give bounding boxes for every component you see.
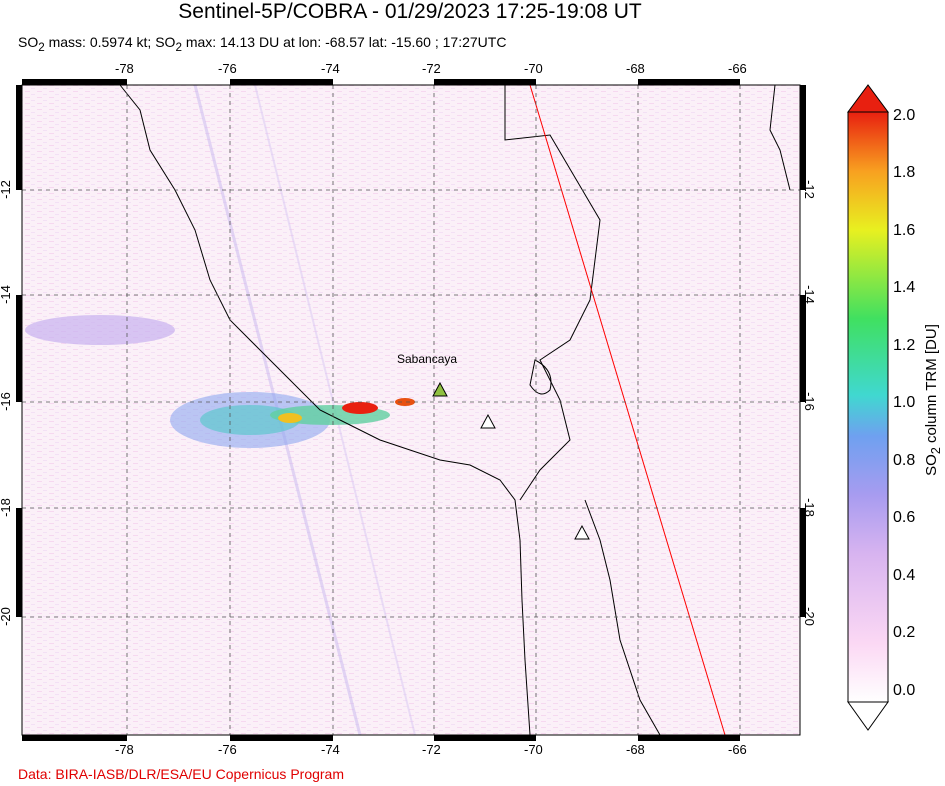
colorbar-gradient (847, 111, 889, 703)
volcano-icon (574, 524, 590, 540)
lon-tick: -78 (115, 742, 134, 757)
lat-tick: -16 (801, 392, 817, 411)
lat-tick: -14 (0, 285, 13, 304)
lon-tick: -68 (626, 61, 645, 76)
volcano-label: Sabancaya (397, 352, 458, 366)
sabancaya-volcano-icon (432, 381, 448, 397)
lat-tick: -18 (801, 498, 817, 517)
colorbar-label: 0.4 (893, 567, 916, 584)
map-subtitle: SO2 mass: 0.5974 kt; SO2 max: 14.13 DU a… (18, 34, 506, 54)
subscript: 2 (929, 447, 943, 455)
lon-tick: -66 (728, 61, 747, 76)
colorbar-label: 2.0 (893, 107, 916, 124)
colorbar-label: 1.6 (893, 222, 916, 239)
colorbar-title: SO2 column TRM [DU] (923, 324, 944, 476)
mass-text: mass: 0.5974 kt; SO (44, 34, 176, 50)
so2-text: SO (923, 454, 940, 476)
lon-tick: -70 (524, 742, 543, 757)
subscript: 2 (175, 40, 182, 54)
graticule (22, 85, 800, 735)
colorbar-label: 0.6 (893, 509, 916, 526)
colorbar-label: 1.8 (893, 164, 916, 181)
lat-tick: -16 (0, 392, 13, 411)
colorbar-max-arrow (847, 84, 889, 113)
volcano-icon (480, 413, 496, 429)
lon-tick: -68 (626, 742, 645, 757)
lon-tick: -72 (422, 742, 441, 757)
lat-tick: -20 (0, 607, 13, 626)
lon-tick: -74 (321, 742, 340, 757)
lat-tick: -18 (0, 498, 13, 517)
colorbar-label: 1.2 (893, 337, 916, 354)
colorbar-min-arrow (847, 701, 889, 731)
border-line (504, 85, 601, 501)
coastline (119, 84, 791, 736)
subscript: 2 (38, 40, 45, 54)
lat-tick: -12 (0, 180, 13, 199)
lon-tick: -72 (422, 61, 441, 76)
lon-tick: -70 (524, 61, 543, 76)
lon-tick: -76 (218, 61, 237, 76)
colorbar-label: 1.0 (893, 394, 916, 411)
max-text: max: 14.13 DU at lon: -68.57 lat: -15.60… (181, 34, 507, 50)
so2-text: SO (18, 34, 39, 50)
colorbar-label: 0.0 (893, 682, 916, 699)
lat-tick: -12 (801, 180, 817, 199)
swath-edge-line (529, 84, 726, 736)
lon-tick: -74 (321, 61, 340, 76)
map-title: Sentinel-5P/COBRA - 01/29/2023 17:25-19:… (178, 0, 642, 23)
colorbar-label: 0.2 (893, 624, 916, 641)
map-background (22, 85, 800, 735)
lat-tick: -14 (801, 285, 817, 304)
lake-titicaca (529, 359, 552, 395)
lon-tick: -76 (218, 742, 237, 757)
map-frame (16, 79, 806, 741)
data-credit: Data: BIRA-IASB/DLR/ESA/EU Copernicus Pr… (18, 766, 345, 782)
colorbar (847, 84, 889, 731)
map-area (16, 79, 806, 741)
lat-tick: -20 (801, 607, 817, 626)
lon-tick: -78 (115, 61, 134, 76)
colorbar-label: 1.4 (893, 279, 916, 296)
colorbar-label: 0.8 (893, 452, 916, 469)
unit-text: column TRM [DU] (923, 324, 940, 448)
lon-tick: -66 (728, 742, 747, 757)
